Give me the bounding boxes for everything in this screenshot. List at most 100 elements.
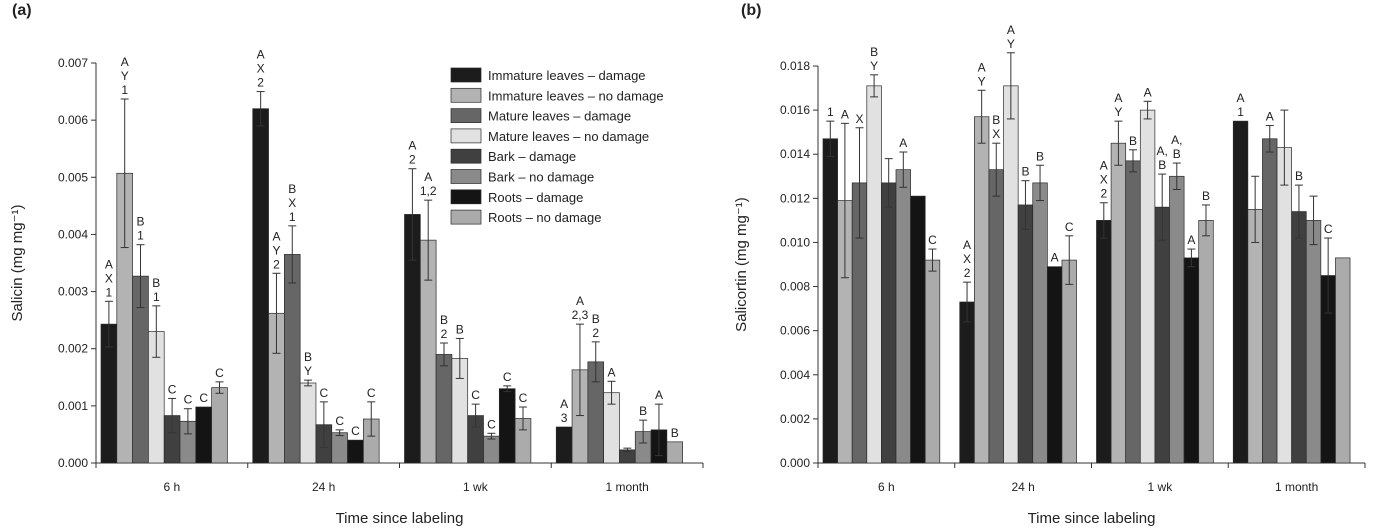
panel-label: (b): [741, 2, 761, 19]
bar: [1125, 160, 1141, 464]
bar: [498, 388, 516, 464]
significance-label: C: [168, 382, 177, 396]
bar: [1291, 211, 1307, 464]
y-tick-label: 0.006: [58, 113, 88, 127]
x-axis-title: Time since labeling: [1028, 510, 1156, 527]
y-axis-title: Salicortin (mg mg⁻¹): [733, 197, 750, 332]
bar: [1154, 206, 1170, 464]
significance-label: A: [1237, 91, 1245, 105]
legend-label: Immature leaves – damage: [488, 68, 646, 83]
significance-label: 1: [1237, 105, 1244, 119]
significance-label: X: [105, 271, 113, 285]
legend-label: Mature leaves – no damage: [488, 129, 649, 144]
significance-label: A,: [1157, 144, 1168, 158]
significance-label: 1: [827, 105, 834, 119]
bar: [1046, 266, 1063, 464]
significance-label: B: [1295, 169, 1303, 183]
y-tick-label: 0.004: [780, 368, 810, 382]
significance-label: B: [152, 276, 160, 290]
bar: [959, 301, 975, 464]
legend-swatch: [450, 189, 482, 205]
bar: [1305, 220, 1322, 464]
significance-label: 1: [137, 229, 144, 243]
bar: [331, 432, 348, 464]
bar: [895, 169, 911, 464]
significance-label: X: [257, 62, 265, 76]
legend-label: Bark – damage: [488, 149, 576, 164]
significance-label: B: [1129, 134, 1137, 148]
y-tick-label: 0.002: [780, 412, 810, 426]
significance-label: 2: [964, 266, 971, 280]
significance-label: A,: [1171, 133, 1182, 147]
significance-label: C: [199, 391, 208, 405]
significance-label: A: [121, 55, 129, 69]
x-axis-title: Time since labeling: [336, 510, 464, 527]
chart-panel-a: (a) 0.000 0.001 0.002 0.003 0.004 0.005 0.006 0.…: [9, 2, 704, 527]
significance-label: B: [639, 404, 647, 418]
bar: [299, 382, 317, 464]
bar: [483, 435, 500, 464]
significance-label: B: [671, 426, 679, 440]
legend-label: Mature leaves – damage: [488, 109, 631, 124]
bar: [347, 439, 364, 464]
legend-label: Bark – no damage: [488, 170, 594, 185]
significance-label: C: [215, 366, 224, 380]
significance-label: A: [576, 294, 584, 308]
significance-label: X: [992, 127, 1000, 141]
significance-label: B: [136, 215, 144, 229]
significance-label: A: [408, 139, 416, 153]
y-tick-label: 0.018: [780, 59, 810, 73]
significance-label: C: [471, 388, 480, 402]
x-tick-label: 1 month: [1275, 480, 1318, 494]
y-tick-label: 0.007: [58, 56, 88, 70]
significance-label: 1: [153, 290, 160, 304]
bar: [866, 85, 882, 464]
y-tick-label: 0.000: [58, 456, 88, 470]
bar: [1276, 147, 1293, 464]
significance-label: B: [870, 45, 878, 59]
y-tick-label: 0.003: [58, 285, 88, 299]
x-tick-label: 24 h: [312, 480, 335, 494]
significance-label: Y: [272, 243, 280, 257]
significance-label: 2: [257, 76, 264, 90]
bar: [973, 116, 990, 464]
significance-label: B: [288, 182, 296, 196]
bar: [924, 259, 941, 464]
significance-label: A: [655, 388, 663, 402]
chart-panel-b: (b) 0.000 0.002 0.004 0.006 0.008 0.010 0.012 0.…: [733, 2, 1366, 527]
legend-swatch: [450, 108, 482, 123]
x-tick-label: 1 month: [605, 480, 648, 494]
y-tick-label: 0.002: [58, 342, 88, 356]
significance-label: B: [456, 322, 464, 336]
x-tick-label: 6 h: [164, 480, 181, 494]
bar: [1061, 259, 1077, 464]
bar: [195, 406, 212, 464]
bar: [881, 182, 897, 464]
significance-label: A: [899, 136, 907, 150]
bar: [988, 169, 1004, 464]
legend-swatch: [450, 67, 482, 83]
significance-label: C: [503, 370, 512, 384]
bar: [1017, 204, 1034, 464]
significance-label: A: [1114, 91, 1122, 105]
bar: [910, 195, 926, 464]
significance-label: C: [184, 393, 193, 407]
panel-label: (a): [12, 2, 32, 19]
significance-label: Y: [978, 74, 986, 88]
significance-label: A: [424, 170, 432, 184]
significance-label: B: [1021, 165, 1029, 179]
significance-label: B: [992, 113, 1000, 127]
y-tick-label: 0.012: [780, 191, 810, 205]
bar: [1183, 257, 1200, 464]
significance-label: X: [963, 252, 971, 266]
significance-label: 2: [441, 327, 448, 341]
bar: [1198, 220, 1214, 464]
legend-label: Roots – damage: [488, 190, 583, 205]
x-tick-label: 1 wk: [1148, 480, 1174, 494]
legend-swatch: [450, 87, 482, 103]
significance-label: A: [257, 48, 265, 62]
significance-label: Y: [870, 59, 878, 73]
significance-label: C: [519, 391, 528, 405]
bar: [1232, 120, 1249, 464]
